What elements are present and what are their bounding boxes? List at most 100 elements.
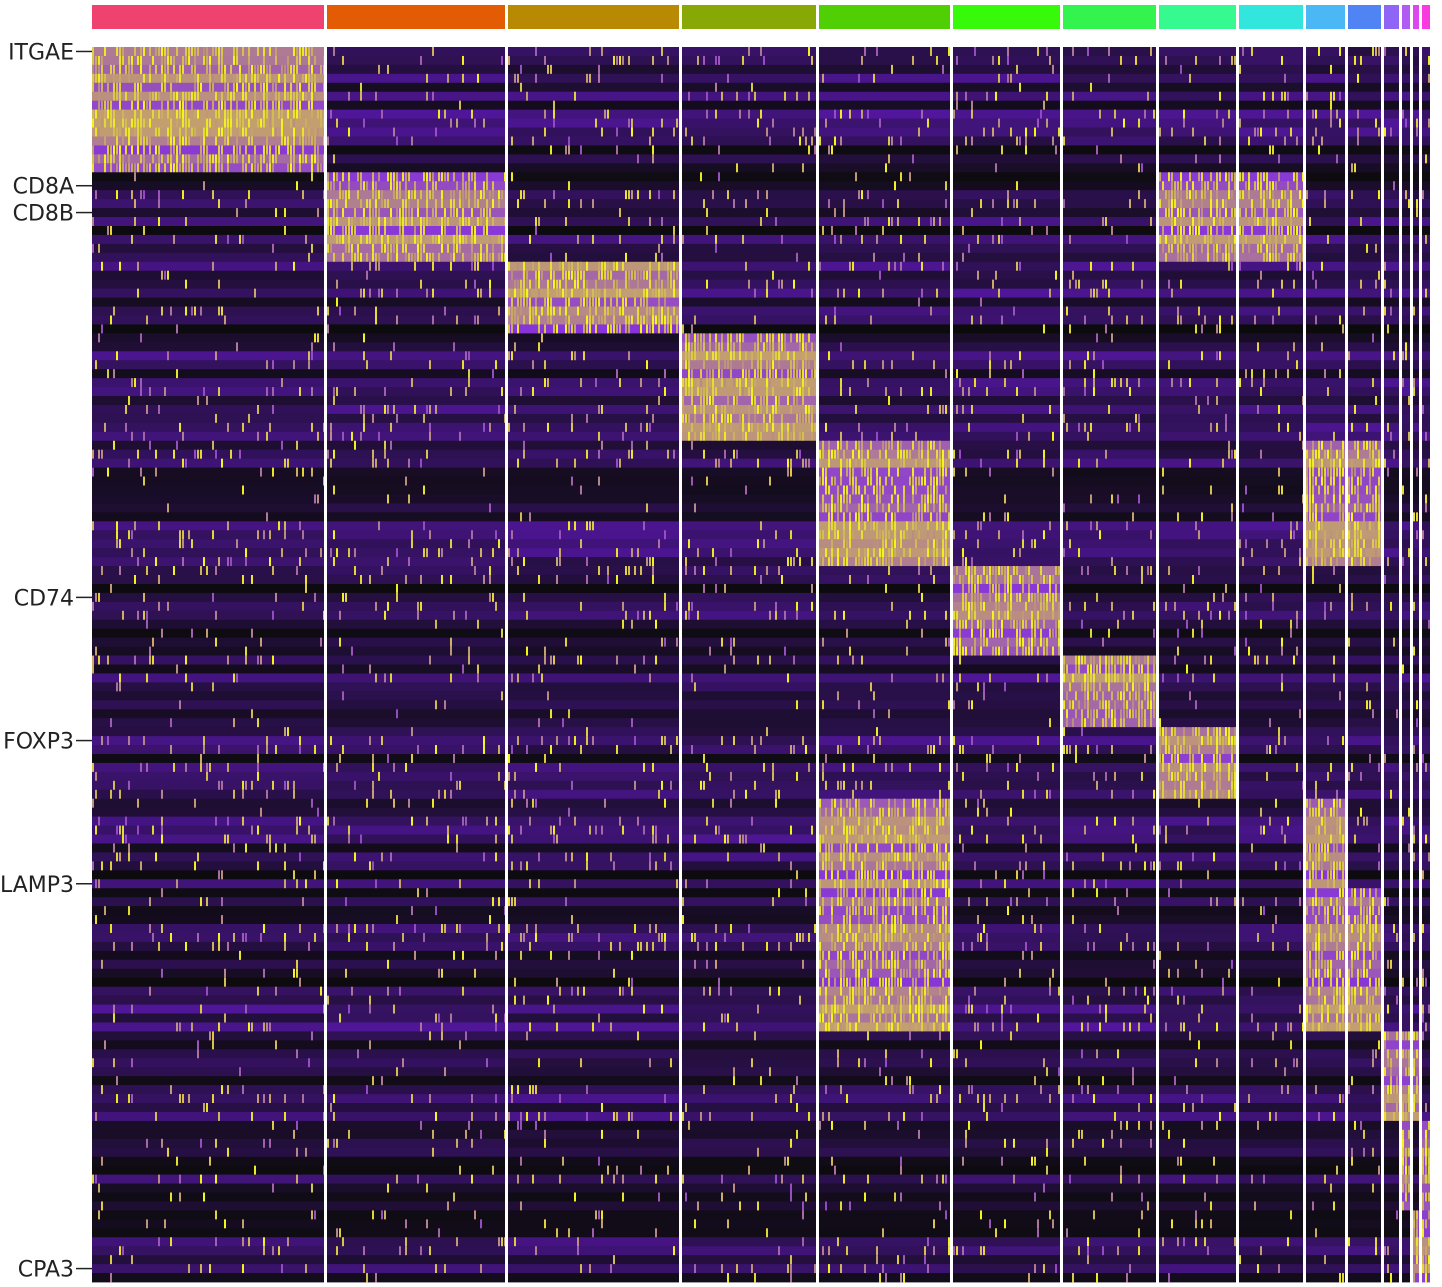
heatmap-cell [1321, 440, 1323, 451]
heatmap-band [1413, 270, 1419, 281]
heatmap-cell [700, 369, 702, 379]
heatmap-cell [143, 610, 145, 621]
heatmap-cell [529, 512, 531, 522]
heatmap-cell [92, 243, 94, 254]
heatmap-band [1402, 404, 1410, 415]
heatmap-cell [1043, 100, 1045, 111]
heatmap-cell [152, 109, 154, 119]
heatmap-band [1159, 252, 1236, 263]
heatmap-cell [571, 351, 573, 361]
heatmap-cell [459, 100, 461, 111]
heatmap-cell [592, 234, 594, 245]
heatmap-cell [206, 118, 208, 128]
heatmap-row [92, 548, 1430, 558]
heatmap-cell [1239, 172, 1241, 182]
heatmap-cell [1387, 557, 1389, 567]
heatmap-band [508, 190, 679, 200]
heatmap-cell [1284, 136, 1286, 146]
heatmap-cell [128, 154, 130, 164]
heatmap-cell [547, 288, 549, 298]
heatmap-row [92, 467, 1430, 477]
heatmap-cell [197, 109, 199, 119]
heatmap-cell [514, 279, 516, 290]
heatmap-row [92, 503, 1430, 513]
heatmap-cell [986, 575, 988, 585]
heatmap-cell [834, 234, 836, 245]
heatmap-cell [1339, 315, 1341, 325]
heatmap-cell [571, 324, 573, 334]
heatmap-band [1239, 351, 1303, 361]
heatmap-cell [834, 530, 836, 540]
heatmap-cell [155, 467, 157, 477]
heatmap-cell [858, 190, 860, 200]
heatmap-cell [1192, 199, 1194, 209]
cluster-bar-4 [682, 5, 816, 29]
heatmap-cell [1037, 592, 1039, 603]
heatmap-cell [1248, 243, 1250, 254]
heatmap-cell [480, 217, 482, 227]
heatmap-cell [811, 413, 813, 424]
heatmap-cell [604, 261, 606, 272]
heatmap-cell [652, 145, 654, 155]
heatmap-cell [1117, 494, 1119, 504]
heatmap-cell [164, 387, 166, 397]
heatmap-band [1422, 306, 1430, 316]
heatmap-cell [930, 306, 932, 316]
heatmap-band [508, 503, 679, 513]
heatmap-cell [912, 440, 914, 451]
heatmap-cell [284, 521, 286, 531]
heatmap-cell [290, 64, 292, 75]
heatmap-cell [544, 127, 546, 137]
heatmap-band [1348, 583, 1381, 594]
heatmap-cell [867, 548, 869, 558]
heatmap-cell [1393, 351, 1395, 361]
heatmap-cell [254, 109, 256, 119]
heatmap-cell [296, 82, 298, 93]
heatmap-cell [849, 476, 851, 486]
heatmap-cell [757, 404, 759, 415]
heatmap-cell [194, 55, 196, 66]
heatmap-cell [314, 136, 316, 146]
heatmap-band [1239, 566, 1303, 576]
heatmap-cell [266, 512, 268, 522]
heatmap-cell [661, 118, 663, 128]
heatmap-cell [1339, 369, 1341, 379]
heatmap-band [1402, 199, 1410, 209]
heatmap-band [953, 342, 1060, 352]
heatmap-cell [92, 163, 94, 173]
heatmap-cell [1416, 199, 1418, 209]
heatmap-cell [1207, 243, 1209, 254]
heatmap-cell [327, 306, 329, 316]
heatmap-cell [501, 234, 503, 245]
heatmap-cell [317, 109, 319, 119]
heatmap-cell [1260, 127, 1262, 137]
heatmap-cell [1378, 521, 1380, 531]
heatmap-band [92, 324, 324, 334]
heatmap-cell [652, 288, 654, 298]
heatmap-cell [348, 190, 350, 200]
heatmap-cell [314, 82, 316, 93]
heatmap-cell [1360, 476, 1362, 486]
heatmap-cell [1428, 458, 1430, 469]
heatmap-cell [155, 127, 157, 137]
heatmap-cell [266, 64, 268, 75]
heatmap-cell [432, 288, 434, 298]
heatmap-cell [968, 601, 970, 612]
heatmap-cell [1263, 566, 1265, 576]
heatmap-band [92, 601, 324, 612]
heatmap-cell [1251, 47, 1253, 57]
heatmap-band [327, 440, 505, 451]
heatmap-cell [1278, 404, 1280, 415]
heatmap-cell [194, 64, 196, 75]
heatmap-cell [1177, 190, 1179, 200]
heatmap-cell [465, 190, 467, 200]
heatmap-band [1159, 431, 1236, 442]
heatmap-cell [664, 369, 666, 379]
heatmap-cell [523, 315, 525, 325]
heatmap-cell [544, 378, 546, 388]
heatmap-cell [191, 306, 193, 316]
heatmap-cell [227, 234, 229, 245]
heatmap-cell [498, 199, 500, 209]
heatmap-cell [420, 234, 422, 245]
heatmap-band [819, 217, 950, 227]
